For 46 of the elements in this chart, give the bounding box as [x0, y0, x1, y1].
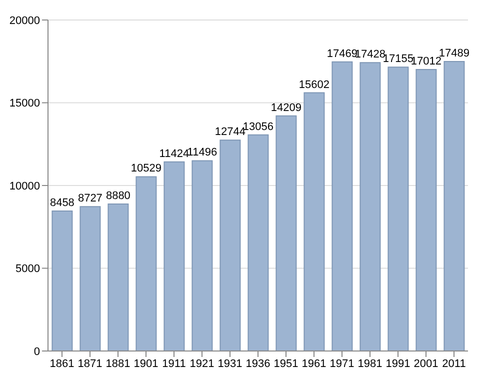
- data-label: 17469: [326, 48, 358, 60]
- bar: [136, 176, 157, 351]
- x-tick-label: 1901: [134, 358, 158, 370]
- x-tick-label: 1881: [106, 358, 130, 370]
- data-label: 17428: [354, 48, 386, 61]
- x-tick-label: 1991: [386, 358, 410, 370]
- x-tick-label: 1971: [330, 358, 354, 370]
- bar: [164, 161, 185, 351]
- data-label: 8880: [106, 190, 130, 202]
- bar: [416, 68, 437, 351]
- bar: [192, 160, 213, 351]
- x-tick-label: 2011: [442, 358, 466, 370]
- x-tick-label: 1951: [274, 358, 298, 370]
- bar: [304, 92, 325, 351]
- bar: [52, 210, 73, 351]
- x-tick-label: 1931: [218, 358, 242, 370]
- bar: [220, 140, 241, 351]
- bar: [276, 115, 297, 351]
- data-label: 15602: [298, 78, 330, 91]
- x-tick-label: 1921: [190, 358, 214, 370]
- y-tick-label: 5000: [16, 263, 40, 276]
- x-tick-label: 1911: [162, 358, 186, 370]
- data-label: 14209: [270, 102, 302, 114]
- bar: [80, 206, 101, 351]
- bar: [332, 61, 353, 351]
- x-tick-label: 1871: [78, 358, 102, 370]
- bar: [444, 61, 465, 351]
- data-label: 8458: [50, 197, 74, 210]
- y-tick-label: 0: [34, 346, 40, 358]
- y-tick-label: 15000: [9, 98, 40, 110]
- bar: [108, 204, 129, 351]
- bar: [388, 66, 409, 351]
- data-label: 10529: [130, 162, 162, 175]
- bar: [360, 62, 381, 351]
- data-label: 8727: [78, 192, 102, 205]
- y-tick-label: 10000: [9, 180, 40, 192]
- data-label: 17155: [382, 53, 414, 66]
- y-tick-label: 20000: [9, 14, 40, 27]
- bar: [248, 134, 269, 351]
- data-label: 11496: [187, 146, 218, 159]
- x-tick-label: 1981: [358, 358, 382, 370]
- data-label: 11424: [159, 148, 190, 160]
- x-tick-label: 1961: [302, 358, 326, 370]
- x-tick-label: 1861: [50, 358, 74, 370]
- x-tick-label: 1936: [246, 358, 270, 370]
- x-tick-label: 2001: [414, 358, 438, 370]
